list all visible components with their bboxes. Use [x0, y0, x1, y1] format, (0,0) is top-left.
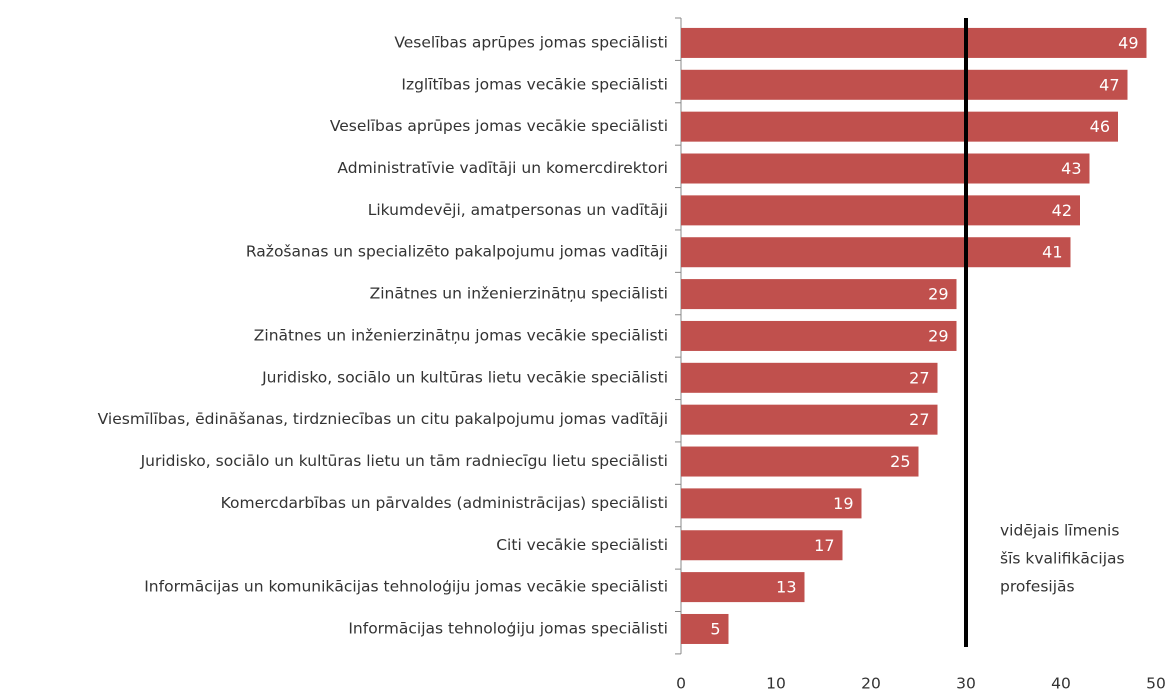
- bar: [681, 488, 862, 519]
- bar: [681, 362, 938, 393]
- category-label: Izglītības jomas vecākie speciālisti: [401, 75, 668, 93]
- bar: [681, 153, 1090, 184]
- category-label: Informācijas tehnoloģiju jomas speciālis…: [348, 619, 668, 637]
- bar: [681, 27, 1147, 58]
- bar: [681, 279, 957, 310]
- value-label: 5: [710, 619, 720, 638]
- value-label: 46: [1090, 117, 1110, 136]
- annotation: profesijās: [1000, 578, 1075, 596]
- category-label: Komercdarbības un pārvaldes (administrāc…: [221, 494, 668, 512]
- x-tick-label: 40: [1051, 675, 1071, 691]
- value-label: 25: [890, 452, 910, 471]
- value-label: 47: [1099, 75, 1119, 94]
- x-tick-label: 10: [766, 675, 786, 691]
- category-label: Informācijas un komunikācijas tehnoloģij…: [144, 578, 668, 596]
- category-label: Juridisko, sociālo un kultūras lietu vec…: [261, 368, 668, 386]
- value-label: 43: [1061, 159, 1081, 178]
- value-label: 27: [909, 368, 929, 387]
- category-label: Likumdevēji, amatpersonas un vadītāji: [368, 201, 668, 219]
- x-tick-label: 20: [861, 675, 881, 691]
- category-label: Zinātnes un inženierzinātņu speciālisti: [370, 285, 668, 303]
- value-label: 29: [928, 326, 948, 345]
- value-label: 49: [1118, 33, 1138, 52]
- bar: [681, 195, 1080, 226]
- x-tick-label: 30: [956, 675, 976, 691]
- category-label: Citi vecākie speciālisti: [496, 536, 668, 554]
- category-label: Ražošanas un specializēto pakalpojumu jo…: [246, 243, 668, 261]
- category-label: Veselības aprūpes jomas vecākie speciāli…: [330, 117, 668, 135]
- bar: [681, 446, 919, 477]
- value-label: 42: [1052, 201, 1072, 220]
- category-label: Juridisko, sociālo un kultūras lietu un …: [140, 452, 668, 470]
- x-tick-label: 0: [676, 675, 686, 691]
- bar: [681, 613, 729, 644]
- value-label: 17: [814, 536, 834, 555]
- annotation: vidējais līmenis: [1000, 522, 1119, 540]
- bar: [681, 530, 843, 561]
- value-label: 27: [909, 410, 929, 429]
- category-label: Zinātnes un inženierzinātņu jomas vecāki…: [254, 326, 668, 344]
- x-tick-label: 50: [1146, 675, 1166, 691]
- bar: [681, 404, 938, 435]
- category-label: Viesmīlības, ēdināšanas, tirdzniecības u…: [98, 410, 668, 428]
- value-label: 29: [928, 285, 948, 304]
- bar: [681, 320, 957, 351]
- value-label: 19: [833, 494, 853, 513]
- value-label: 41: [1042, 243, 1062, 262]
- bar: [681, 69, 1128, 100]
- value-label: 13: [776, 578, 796, 597]
- bar: [681, 572, 805, 603]
- bar: [681, 111, 1118, 142]
- bar: [681, 237, 1071, 268]
- category-label: Administratīvie vadītāji un komercdirekt…: [337, 159, 668, 177]
- category-label: Veselības aprūpes jomas speciālisti: [394, 33, 668, 51]
- annotation: šīs kvalifikācijas: [1000, 550, 1125, 568]
